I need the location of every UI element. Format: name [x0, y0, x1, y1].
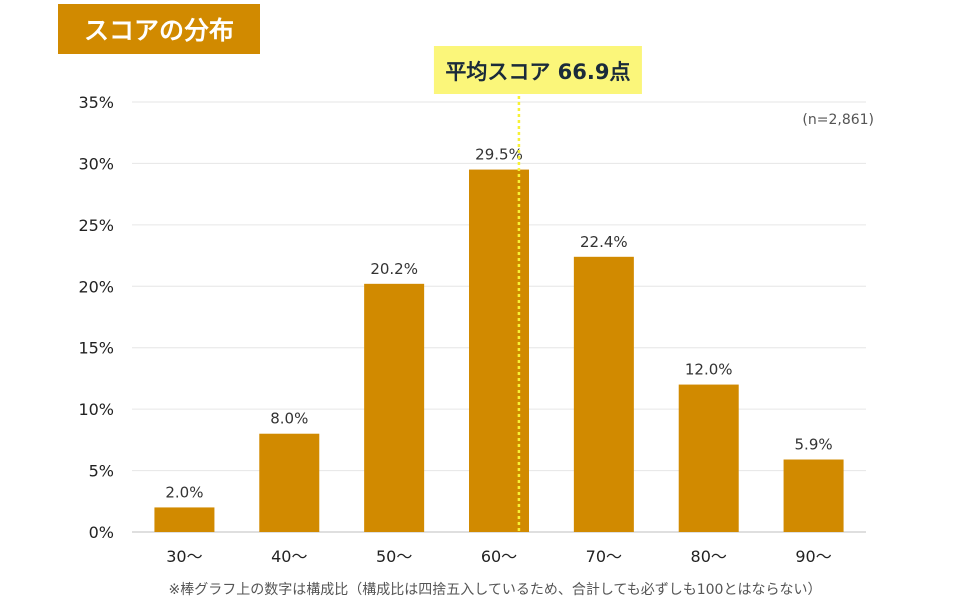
bar	[678, 384, 739, 532]
y-axis: 0% 5% 10% 15% 20% 25% 30% 35%	[78, 93, 114, 542]
x-tick-label: 90～	[795, 547, 831, 566]
chart-title-badge: スコアの分布	[58, 4, 260, 54]
mean-annotation: 平均スコア 66.9点	[433, 46, 642, 532]
x-tick-label: 30～	[166, 547, 202, 566]
data-label: 2.0%	[165, 483, 203, 501]
bar	[364, 283, 425, 532]
x-axis: 30～ 40～ 50～ 60～ 70～ 80～ 90～	[166, 547, 832, 566]
data-label: 22.4%	[580, 233, 628, 251]
data-label: 8.0%	[270, 410, 308, 428]
data-label: 5.9%	[795, 436, 833, 454]
y-tick-label: 35%	[78, 93, 114, 112]
data-label: 29.5%	[475, 146, 523, 164]
y-tick-label: 10%	[78, 400, 114, 419]
data-labels: 2.0% 8.0% 20.2% 29.5% 22.4% 12.0% 5.9%	[165, 146, 832, 502]
x-tick-label: 60～	[481, 547, 517, 566]
y-tick-label: 0%	[89, 523, 114, 542]
y-tick-label: 20%	[78, 277, 114, 296]
bar	[573, 256, 634, 532]
chart-title: スコアの分布	[83, 16, 234, 45]
bar	[783, 459, 844, 532]
mean-label: 平均スコア 66.9点	[445, 60, 630, 84]
footnote: ※棒グラフ上の数字は構成比（構成比は四捨五入しているため、合計しても必ずしも10…	[169, 581, 822, 598]
data-label: 12.0%	[685, 361, 733, 379]
x-tick-label: 40～	[271, 547, 307, 566]
x-tick-label: 50～	[376, 547, 412, 566]
sample-size: (n=2,861)	[802, 112, 874, 128]
bar	[259, 433, 320, 532]
x-tick-label: 70～	[586, 547, 622, 566]
y-tick-label: 25%	[78, 216, 114, 235]
bar	[154, 507, 215, 532]
bars	[154, 169, 844, 533]
y-tick-label: 15%	[78, 339, 114, 358]
mean-label-box	[433, 46, 642, 94]
data-label: 20.2%	[370, 260, 418, 278]
y-tick-label: 30%	[78, 154, 114, 173]
x-tick-label: 80～	[691, 547, 727, 566]
y-tick-label: 5%	[89, 462, 114, 481]
